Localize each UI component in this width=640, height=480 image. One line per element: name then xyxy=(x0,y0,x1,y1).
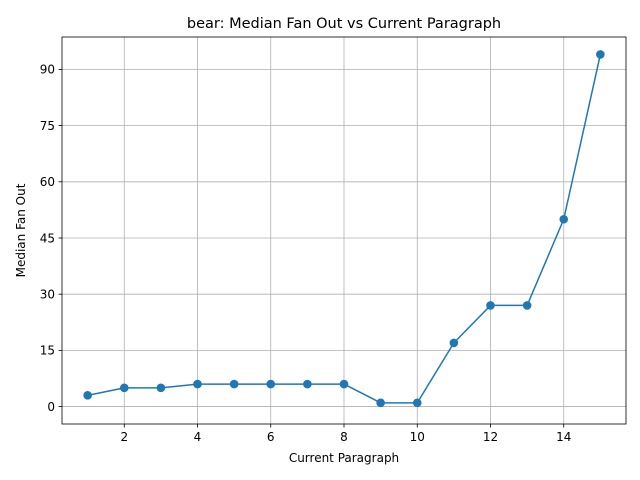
y-axis-label: Median Fan Out xyxy=(14,183,28,277)
data-point xyxy=(376,398,385,408)
x-tick-label: 14 xyxy=(556,430,571,444)
series-layer xyxy=(83,50,605,408)
y-tick-label: 15 xyxy=(40,344,55,358)
x-tick-label: 6 xyxy=(267,430,275,444)
x-tick-label: 12 xyxy=(483,430,498,444)
grid xyxy=(62,37,626,424)
data-point xyxy=(412,398,422,408)
data-point xyxy=(229,379,239,389)
data-point xyxy=(83,391,92,400)
ticks: 2 4 6 8 10 12 14 0 15 30 45 60 75 90 xyxy=(40,63,572,444)
data-point xyxy=(339,379,349,389)
data-point xyxy=(486,301,495,310)
data-point xyxy=(559,214,569,224)
data-point xyxy=(156,383,166,393)
data-point xyxy=(193,379,202,389)
data-point xyxy=(449,338,459,348)
data-point xyxy=(596,50,605,59)
x-tick-label: 8 xyxy=(340,430,348,444)
x-axis-label: Current Paragraph xyxy=(289,451,399,465)
x-tick-label: 10 xyxy=(410,430,425,444)
data-point xyxy=(303,379,312,389)
y-tick-label: 75 xyxy=(40,119,55,133)
data-point xyxy=(522,301,532,310)
y-tick-label: 30 xyxy=(40,287,55,301)
chart-title: bear: Median Fan Out vs Current Paragrap… xyxy=(187,16,501,32)
y-tick-label: 90 xyxy=(40,63,55,77)
x-tick-label: 4 xyxy=(194,430,202,444)
y-tick-label: 0 xyxy=(47,400,55,414)
data-point xyxy=(266,379,276,389)
y-tick-label: 45 xyxy=(40,231,55,245)
data-point xyxy=(119,383,129,393)
y-tick-label: 60 xyxy=(40,175,55,189)
x-tick-label: 2 xyxy=(120,430,128,444)
